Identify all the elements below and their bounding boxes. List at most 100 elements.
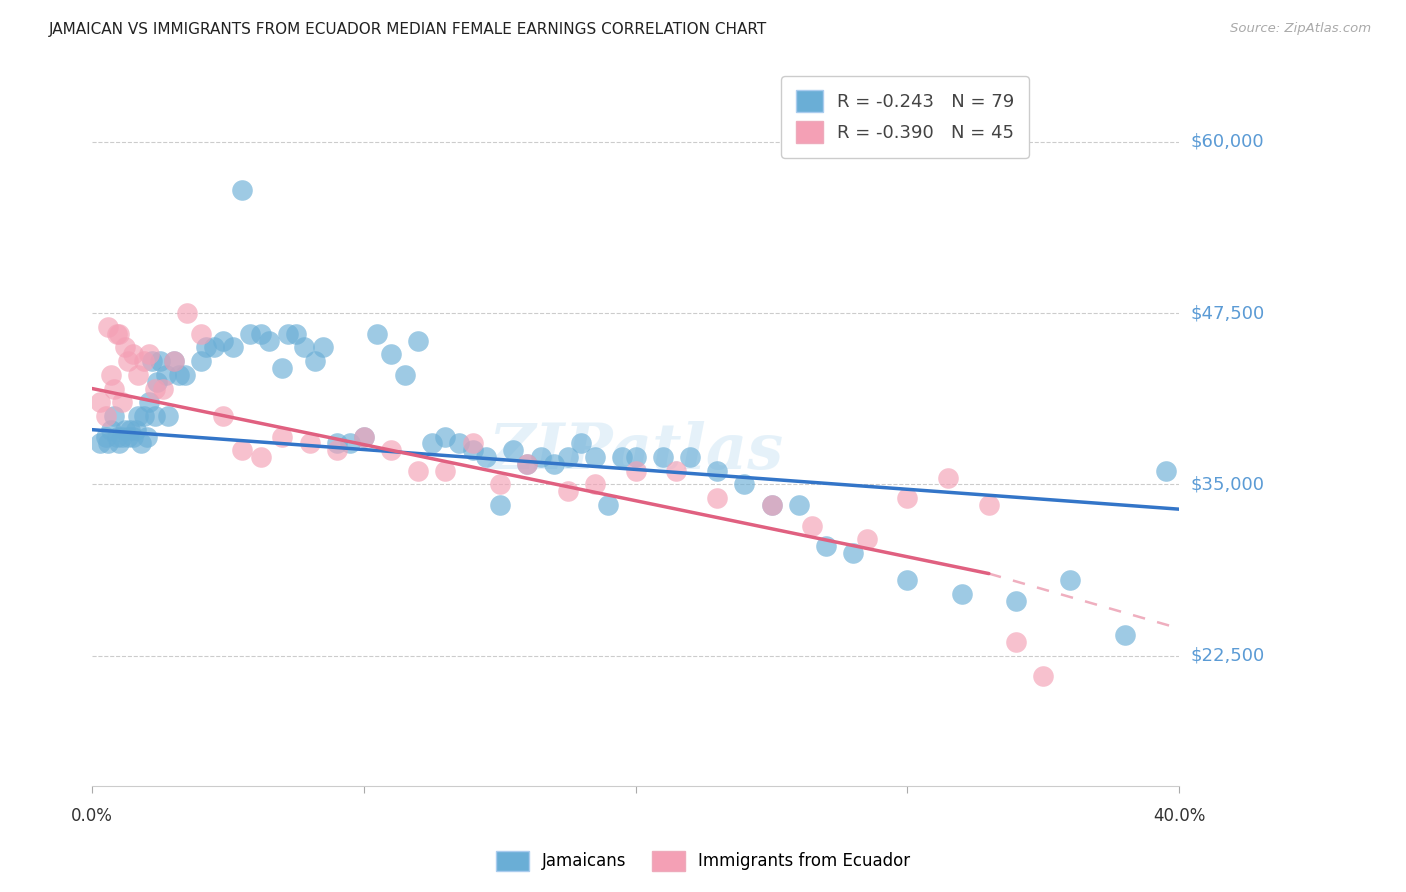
Point — [117, 354, 139, 368]
Point — [936, 470, 959, 484]
Point — [190, 326, 212, 341]
Point — [420, 436, 443, 450]
Point — [292, 341, 315, 355]
Point — [190, 354, 212, 368]
Point — [557, 450, 579, 464]
Point — [814, 539, 837, 553]
Point — [665, 464, 688, 478]
Text: Source: ZipAtlas.com: Source: ZipAtlas.com — [1230, 22, 1371, 36]
Point — [141, 354, 163, 368]
Text: $35,000: $35,000 — [1191, 475, 1264, 493]
Point — [406, 464, 429, 478]
Point — [461, 436, 484, 450]
Point — [277, 326, 299, 341]
Point — [111, 429, 134, 443]
Point — [896, 574, 918, 588]
Point — [312, 341, 335, 355]
Point — [583, 450, 606, 464]
Point — [143, 382, 166, 396]
Point — [143, 409, 166, 423]
Point — [146, 375, 169, 389]
Point — [114, 341, 136, 355]
Point — [950, 587, 973, 601]
Point — [502, 443, 524, 458]
Point — [152, 382, 174, 396]
Point — [103, 382, 125, 396]
Point — [94, 429, 117, 443]
Text: 40.0%: 40.0% — [1153, 806, 1205, 824]
Point — [167, 368, 190, 382]
Point — [103, 409, 125, 423]
Point — [304, 354, 326, 368]
Point — [380, 443, 402, 458]
Point — [249, 326, 271, 341]
Point — [380, 347, 402, 361]
Point — [706, 491, 728, 506]
Point — [285, 326, 308, 341]
Point — [366, 326, 388, 341]
Point — [475, 450, 498, 464]
Point — [1114, 628, 1136, 642]
Point — [271, 361, 294, 376]
Point — [1005, 594, 1028, 608]
Point — [231, 443, 253, 458]
Point — [353, 429, 375, 443]
Point — [855, 533, 877, 547]
Point — [624, 450, 647, 464]
Text: $60,000: $60,000 — [1191, 133, 1264, 151]
Point — [842, 546, 865, 560]
Point — [124, 423, 146, 437]
Point — [114, 423, 136, 437]
Point — [271, 429, 294, 443]
Text: ZIPatlas: ZIPatlas — [488, 421, 783, 483]
Point — [249, 450, 271, 464]
Legend: Jamaicans, Immigrants from Ecuador: Jamaicans, Immigrants from Ecuador — [488, 842, 918, 880]
Point — [461, 443, 484, 458]
Point — [204, 341, 226, 355]
Point — [651, 450, 673, 464]
Point — [1032, 669, 1054, 683]
Point — [488, 498, 510, 512]
Point — [111, 395, 134, 409]
Point — [624, 464, 647, 478]
Point — [1059, 574, 1081, 588]
Point — [394, 368, 416, 382]
Point — [122, 429, 145, 443]
Point — [610, 450, 633, 464]
Point — [135, 429, 157, 443]
Point — [231, 183, 253, 197]
Point — [117, 429, 139, 443]
Text: $22,500: $22,500 — [1191, 647, 1264, 665]
Point — [138, 395, 160, 409]
Point — [149, 354, 172, 368]
Point — [94, 409, 117, 423]
Point — [257, 334, 280, 348]
Point — [761, 498, 783, 512]
Point — [211, 334, 233, 348]
Point — [127, 409, 149, 423]
Point — [222, 341, 245, 355]
Point — [706, 464, 728, 478]
Point — [1005, 635, 1028, 649]
Point — [108, 436, 131, 450]
Point — [122, 347, 145, 361]
Point — [157, 409, 180, 423]
Point — [583, 477, 606, 491]
Point — [516, 457, 538, 471]
Point — [105, 429, 128, 443]
Point — [298, 436, 321, 450]
Point — [488, 477, 510, 491]
Text: JAMAICAN VS IMMIGRANTS FROM ECUADOR MEDIAN FEMALE EARNINGS CORRELATION CHART: JAMAICAN VS IMMIGRANTS FROM ECUADOR MEDI… — [49, 22, 768, 37]
Point — [97, 436, 120, 450]
Point — [787, 498, 810, 512]
Point — [977, 498, 1000, 512]
Point — [211, 409, 233, 423]
Legend: R = -0.243   N = 79, R = -0.390   N = 45: R = -0.243 N = 79, R = -0.390 N = 45 — [782, 76, 1029, 158]
Point — [163, 354, 186, 368]
Point — [598, 498, 620, 512]
Point — [89, 436, 111, 450]
Point — [543, 457, 565, 471]
Point — [679, 450, 702, 464]
Point — [105, 326, 128, 341]
Point — [100, 423, 122, 437]
